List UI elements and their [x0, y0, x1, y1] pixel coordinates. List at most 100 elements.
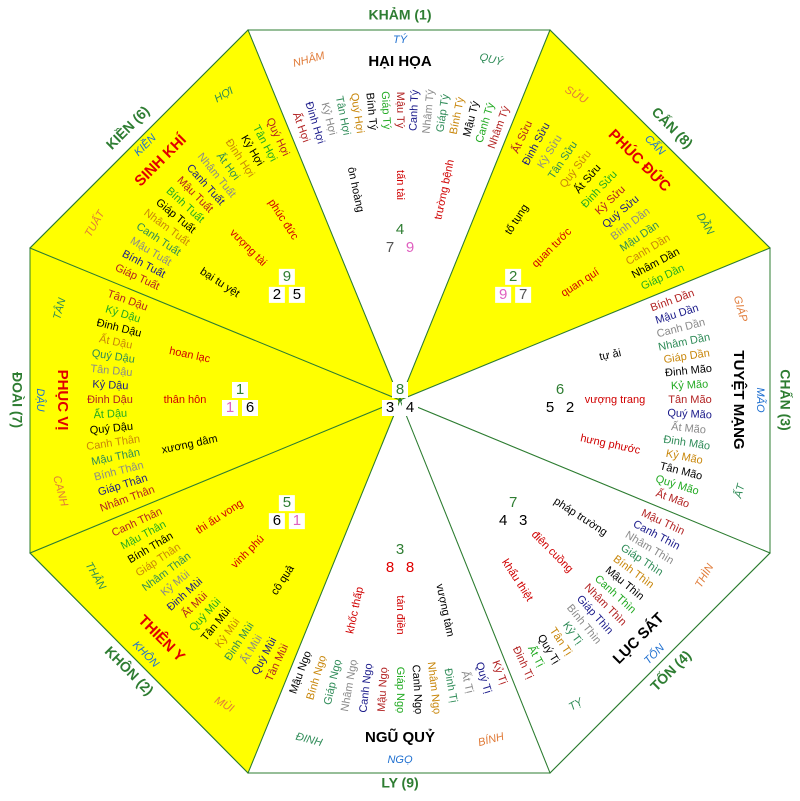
stem-branch: Tân Dậu: [90, 363, 133, 379]
number-box: [268, 286, 285, 303]
number-box: [495, 513, 512, 530]
star-number: 3: [519, 512, 527, 529]
mountain-label: NGỌ: [387, 754, 413, 766]
number-box: [392, 222, 408, 238]
mountain-label: DẬU: [34, 388, 47, 411]
annotation: tán điền: [394, 595, 406, 634]
number-box: [562, 400, 578, 416]
sector-fills: [29, 29, 771, 774]
stem-branch: Bính Tý: [363, 92, 379, 131]
star-number: 8: [406, 559, 414, 576]
number-box: [232, 382, 248, 398]
number-box: [505, 495, 522, 512]
number-box: [495, 286, 512, 303]
mountain-label: TÂN: [50, 296, 68, 321]
stem-branch: Tân Mão: [668, 394, 711, 406]
stem-branch: Mậu Tý: [394, 92, 406, 129]
star-number: 6: [246, 399, 254, 416]
number-box: [278, 268, 295, 285]
stem-branch: Đinh Mão: [665, 363, 713, 380]
star-number: 6: [273, 512, 281, 529]
stem-branch: Canh Ngọ: [410, 664, 425, 714]
star-number: 1: [236, 381, 244, 398]
main-star: NGŨ QUỶ: [365, 728, 435, 746]
star-number: 7: [519, 286, 527, 303]
number-box: [402, 400, 418, 416]
stem-branch: Kỷ Dậu: [92, 379, 129, 393]
star-number: 2: [273, 286, 281, 303]
star-number: 4: [406, 399, 414, 416]
number-box: [268, 513, 285, 530]
annotation: thân hôn: [164, 394, 207, 406]
star-number: 8: [386, 559, 394, 576]
star-number: 8: [396, 381, 404, 398]
stem-branch: Nhâm Tý: [421, 88, 437, 134]
number-box: [288, 286, 305, 303]
star-number: 4: [396, 221, 404, 238]
star-number: 5: [283, 494, 291, 511]
palace-label: LY (9): [381, 775, 418, 791]
star-number: 4: [499, 512, 507, 529]
stem-branch: Ất Dậu: [93, 407, 127, 422]
star-number: 7: [386, 239, 394, 256]
main-star: HẠI HỌA: [368, 53, 432, 70]
stem-branch: Mậu Ngọ: [376, 667, 391, 712]
number-box: [382, 560, 398, 576]
stem-branch: Canh Ngọ: [357, 663, 375, 714]
annotation: tự ải: [598, 347, 622, 363]
stem-branch: Quý Dậu: [89, 421, 133, 437]
star-number: 2: [509, 268, 517, 285]
number-box: [402, 240, 418, 256]
stem-branch: Canh Tý: [407, 89, 421, 131]
mountain-label: QUÝ: [478, 50, 505, 69]
star-number: 1: [293, 512, 301, 529]
number-box: [288, 513, 305, 530]
palace-label: CHẤN (3): [777, 369, 793, 430]
palace-label: KHẢM (1): [369, 7, 432, 23]
number-box: [382, 240, 398, 256]
number-box: [515, 286, 532, 303]
star-number: 1: [226, 399, 234, 416]
octagon-border: [29, 29, 771, 774]
star-number: 9: [406, 239, 414, 256]
stem-branch: Giáp Tý: [379, 91, 393, 130]
stem-branch: Quý Hợi: [348, 92, 366, 134]
star-number: 3: [396, 541, 404, 558]
star-number: 9: [283, 268, 291, 285]
stem-branch: Quý Mão: [667, 407, 712, 421]
number-box: [392, 382, 408, 398]
number-box: [542, 400, 558, 416]
number-box: [552, 382, 568, 398]
mountain-label: MÃO: [754, 387, 767, 413]
main-star: TUYỆT MẠNG: [730, 350, 748, 449]
stem-branch: Giáp Tý: [434, 93, 452, 133]
number-box: [515, 513, 532, 530]
palace-label: ĐOÀI (7): [9, 372, 25, 428]
star-number: 5: [293, 286, 301, 303]
stem-branch: Đinh Dậu: [87, 394, 133, 406]
star-number: 3: [386, 399, 394, 416]
number-box: [505, 268, 522, 285]
number-box: [402, 560, 418, 576]
number-box: [278, 495, 295, 512]
stem-branch: Ất Tị: [459, 670, 477, 695]
annotation: tấn tài: [394, 170, 406, 200]
stem-branch: Giáp Ngọ: [394, 667, 406, 713]
star-number: 5: [546, 399, 554, 416]
star-number: 7: [509, 494, 517, 511]
star-number: 2: [566, 399, 574, 416]
stem-branch: Ất Mão: [671, 420, 707, 436]
mountain-label: TÝ: [393, 33, 408, 46]
number-box: [222, 400, 238, 416]
star-number: 9: [499, 286, 507, 303]
main-star: PHỤC VỊ: [54, 370, 71, 431]
stem-branch: Đinh Tị: [442, 667, 460, 703]
annotation: vượng trang: [585, 394, 645, 406]
number-box: [242, 400, 258, 416]
number-box: [392, 542, 408, 558]
stem-branch: Kỷ Mão: [671, 379, 709, 393]
number-box: [382, 400, 398, 416]
star-number: 6: [556, 381, 564, 398]
mountain-label: ẤT: [731, 481, 748, 500]
